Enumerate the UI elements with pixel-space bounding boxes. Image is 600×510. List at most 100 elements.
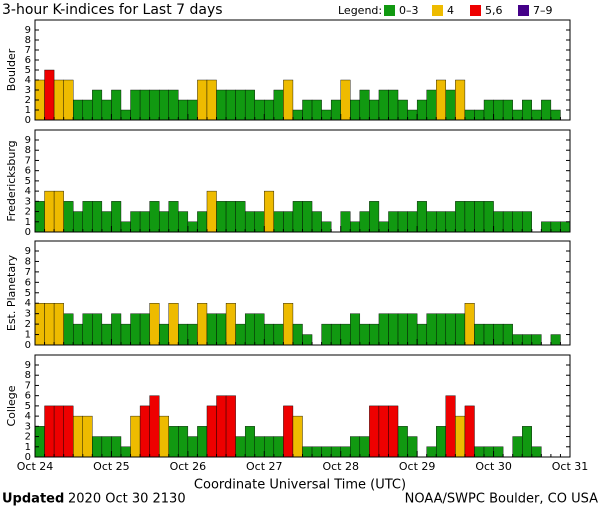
bar [101,436,112,458]
bar [436,426,447,458]
bar [522,426,532,458]
bar [474,446,485,458]
bar [139,211,150,233]
bar [206,79,217,121]
bar [111,436,122,458]
bar [254,211,265,233]
bar [101,323,112,346]
bar [311,211,322,233]
y-tick-label: 8 [25,256,31,267]
bar [120,446,131,458]
bar [541,221,552,233]
bar [407,211,418,233]
bar [330,446,341,458]
bar [340,79,351,121]
y-tick-label: 1 [25,217,31,228]
bar [197,426,208,458]
y-tick-label: 9 [25,360,31,371]
bar [235,89,246,121]
y-tick-label: 6 [25,277,31,288]
bar [283,303,294,346]
bar [273,323,284,346]
bar [550,221,561,233]
chart-title: 3-hour K-indices for Last 7 days [2,2,223,18]
bar [120,323,131,346]
bar [407,313,418,346]
bar [130,415,141,458]
x-tick-label: Oct 29 [399,460,436,473]
bar [426,446,437,458]
bar [311,446,322,458]
bar [321,221,332,233]
bar [225,89,236,121]
bar [34,201,45,233]
bar [225,303,236,346]
bar [502,323,513,346]
bar [483,99,494,121]
y-tick-label: 0 [25,115,31,126]
legend-label: 4 [447,4,454,17]
y-tick-label: 1 [25,330,31,341]
bar [302,446,313,458]
bar [292,415,303,458]
bar [178,426,189,458]
bar [73,99,83,121]
bar [273,436,284,458]
x-tick-label: Oct 28 [322,460,359,473]
bar [416,99,427,121]
bar [455,201,466,233]
bar [350,436,361,458]
bar [187,323,198,346]
bar [120,109,131,121]
bar [416,323,427,346]
y-tick-label: 7 [25,267,31,278]
bar [512,334,523,346]
bar [149,303,160,346]
y-axis-title: Boulder [5,48,18,91]
bar [187,221,198,233]
bar [254,436,265,458]
bar [178,211,189,233]
bar [426,211,437,233]
bar [53,190,64,233]
bar [464,405,475,458]
bar [53,303,64,346]
legend-swatch [518,5,529,16]
bar [149,201,160,233]
bar [63,405,74,458]
bar [493,211,504,233]
updated-label: Updated [2,492,64,507]
bar [244,313,255,346]
bar [158,323,169,346]
bar [53,405,64,458]
bar [158,89,169,121]
y-tick-label: 5 [25,401,31,412]
bar [82,313,93,346]
bar [474,323,485,346]
bar [550,334,561,346]
bar [502,99,513,121]
bar [330,323,341,346]
bar [254,99,265,121]
y-tick-label: 6 [25,166,31,177]
legend-label: 7–9 [533,4,553,17]
bar [111,313,122,346]
bar [397,426,408,458]
bar [455,415,466,458]
bar [264,190,275,233]
bar [292,109,303,121]
y-tick-label: 2 [25,95,31,106]
bar [292,323,303,346]
legend-swatch [432,5,443,16]
bar [455,313,466,346]
bar [158,211,169,233]
bar [92,436,103,458]
bar [111,201,122,233]
y-tick-label: 3 [25,421,31,432]
y-tick-label: 8 [25,370,31,381]
bar [493,323,504,346]
bar [321,109,332,121]
bar [168,89,179,121]
bar [254,313,265,346]
bar [130,211,141,233]
